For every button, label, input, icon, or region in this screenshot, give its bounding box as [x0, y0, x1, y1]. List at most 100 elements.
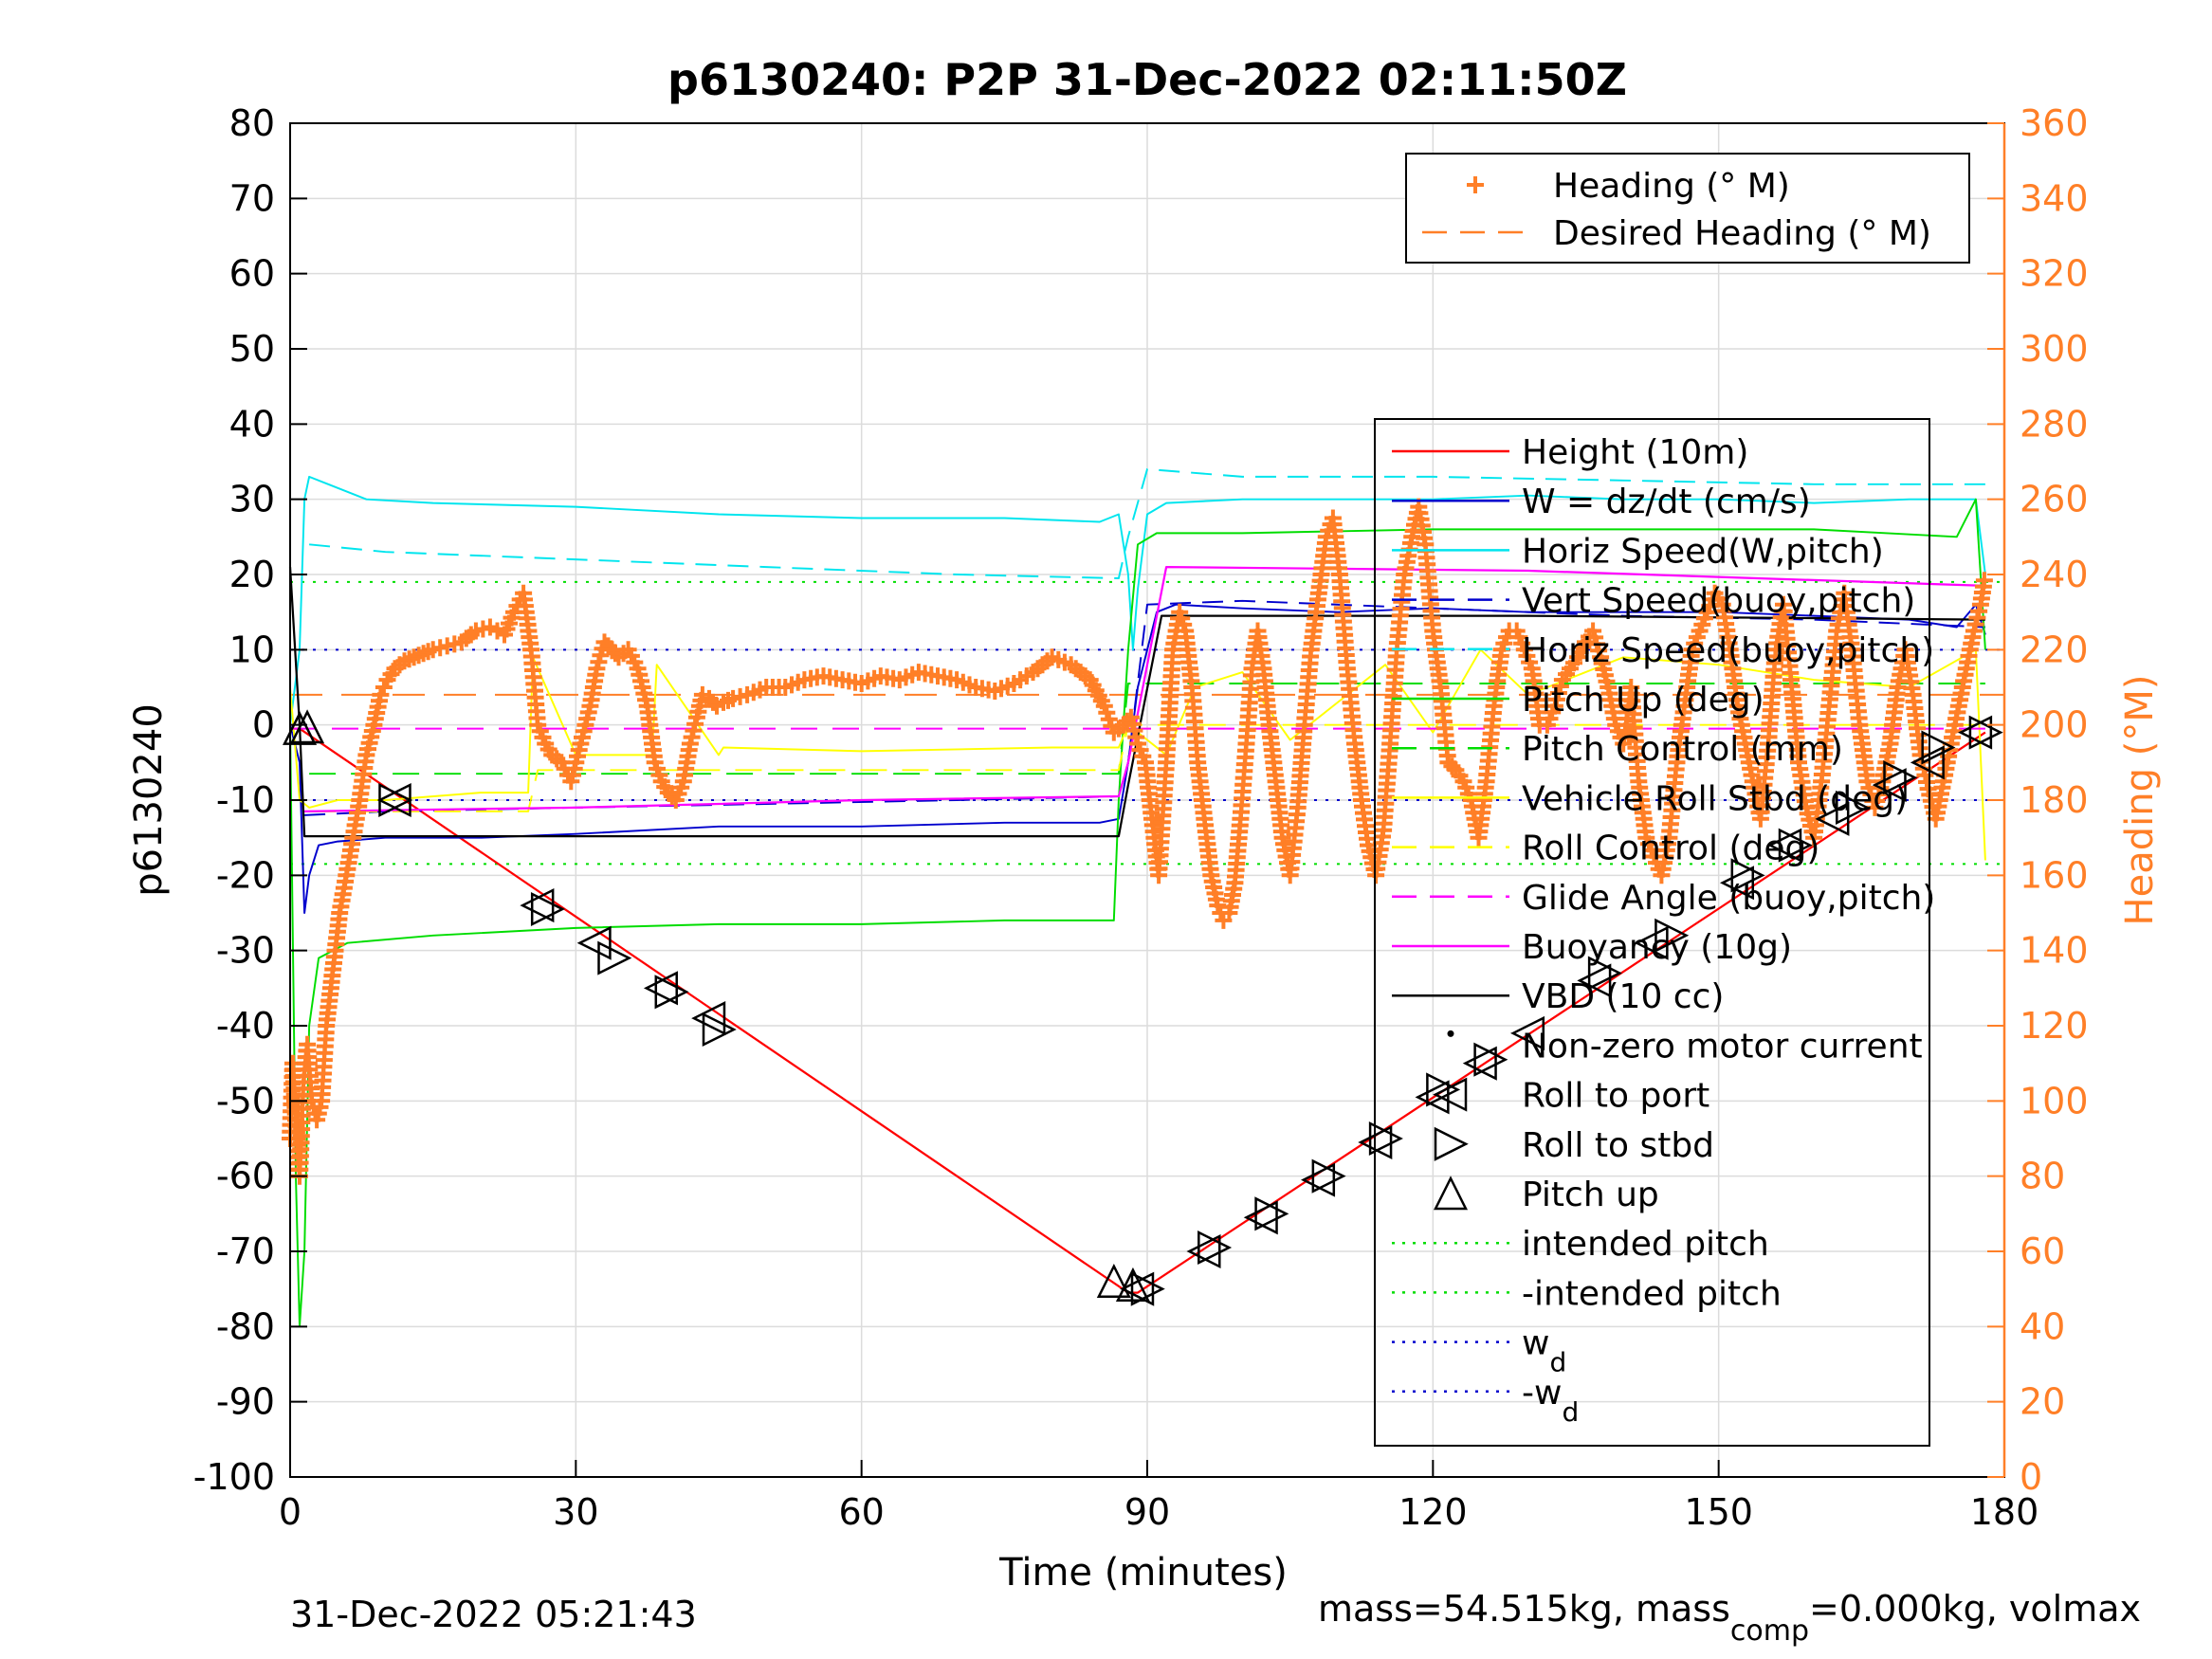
y-right-tick-label: 160 [2020, 854, 2089, 896]
roll-to-stbd-marker [1473, 1042, 1508, 1077]
series-line [289, 498, 1986, 1328]
roll-to-port-marker [1634, 925, 1669, 960]
heading-point [1975, 572, 1993, 590]
chart-title: p6130240: P2P 31-Dec-2022 02:11:50Z [667, 54, 1627, 105]
legend-label: Pitch up [1522, 1176, 1659, 1214]
legend-label: Non-zero motor current [1522, 1027, 1923, 1066]
pitch-up-marker [1115, 1267, 1150, 1302]
y-right-tick-label: 100 [2020, 1080, 2089, 1121]
y-tick-label: 10 [229, 629, 275, 670]
y-tick-label: -40 [216, 1005, 275, 1047]
roll-to-port-marker [1872, 768, 1907, 803]
y-axis-right-ticks: 3603403203002802602402202001801601401201… [1987, 102, 2089, 1498]
legend-label: Roll to stbd [1522, 1126, 1714, 1165]
legend-label: Heading (° M) [1553, 167, 1790, 206]
y-tick-label: -20 [216, 854, 275, 896]
y-axis-label: p6130240 [127, 703, 171, 897]
y-tick-label: -100 [193, 1456, 275, 1498]
legend-label: -wd [1522, 1374, 1579, 1428]
y-right-tick-label: 180 [2020, 779, 2089, 821]
legend-label: Roll Control (deg) [1522, 830, 1819, 868]
y-tick-label: 0 [252, 704, 275, 746]
x-tick-label: 60 [838, 1491, 884, 1533]
x-tick-label: 0 [279, 1491, 302, 1533]
series-line [304, 565, 1985, 813]
legend-label: VBD (10 cc) [1522, 977, 1724, 1016]
roll-to-port-marker [1509, 1015, 1545, 1050]
y-right-tick-label: 320 [2020, 253, 2089, 295]
roll-to-stbd-marker [1968, 715, 2003, 750]
x-tick-label: 30 [553, 1491, 598, 1533]
series-line [289, 475, 1986, 725]
roll-to-stbd-marker [1730, 858, 1765, 893]
legend-label: Roll to port [1522, 1077, 1709, 1116]
roll-to-port-marker [1910, 745, 1945, 780]
y-tick-label: -60 [216, 1156, 275, 1197]
reference-lines [290, 580, 2004, 866]
roll-to-stbd-marker [654, 975, 689, 1010]
y-right-tick-label: 300 [2020, 328, 2089, 370]
x-tick-label: 120 [1398, 1491, 1468, 1533]
legend-label: Vehicle Roll Stbd (deg) [1522, 779, 1908, 818]
y-axis-ticks: 80 70 60 50 40 30 20 10 0 -10 -20 -30 -40 -50 -60 -70 -8… [193, 102, 307, 1498]
roll-to-stbd-marker [378, 782, 413, 818]
series-line [309, 723, 1985, 812]
legend-label: Buoyancy (10g) [1522, 928, 1792, 967]
legend-label: Vert Speed(buoy,pitch) [1522, 582, 1915, 621]
y-tick-label: 50 [229, 328, 275, 370]
roll-to-stbd-marker [1254, 1196, 1289, 1231]
roll-to-stbd-marker [1587, 956, 1622, 991]
roll-to-stbd-marker [1368, 1121, 1403, 1157]
roll-to-stbd-marker [530, 892, 565, 927]
legend-swatch [1447, 1030, 1454, 1037]
legend-swatch [1467, 176, 1484, 193]
legend-label: Height (10m) [1522, 433, 1748, 472]
roll-to-stbd-marker [1197, 1231, 1233, 1266]
x-tick-label: 90 [1124, 1491, 1170, 1533]
legend-label: Horiz Speed(buoy,pitch) [1522, 631, 1934, 670]
y-right-tick-label: 200 [2020, 704, 2089, 746]
y-tick-label: 80 [229, 102, 275, 144]
y-right-tick-label: 120 [2020, 1005, 2089, 1047]
legend-label: Pitch Up (deg) [1522, 681, 1764, 720]
roll-to-port-marker [1577, 963, 1612, 998]
roll-to-stbd-marker [1883, 760, 1918, 795]
roll-to-stbd-marker [1836, 790, 1871, 825]
y-tick-label: 20 [229, 554, 275, 595]
y-right-tick-label: 240 [2020, 554, 2089, 595]
y-tick-label: 30 [229, 479, 275, 520]
x-tick-label: 180 [1970, 1491, 2039, 1533]
y-right-tick-label: 80 [2020, 1156, 2065, 1197]
y-right-tick-label: 140 [2020, 930, 2089, 972]
y-right-tick-label: 20 [2020, 1381, 2065, 1423]
legend-label: Horiz Speed(W,pitch) [1522, 532, 1884, 571]
x-tick-label: 150 [1684, 1491, 1753, 1533]
legend-main: Height (10m) W = dz/dt (cm/s) Horiz Speed(… [1374, 418, 1935, 1447]
legend-label: Pitch Control (mm) [1522, 730, 1843, 769]
legend-swatch [1434, 1126, 1469, 1161]
roll-to-port-marker [1719, 866, 1755, 901]
footer-timestamp: 31-Dec-2022 05:21:43 [290, 1594, 697, 1635]
roll-to-stbd-marker [1654, 918, 1690, 953]
y-tick-label: -50 [216, 1080, 275, 1121]
y-tick-label: -90 [216, 1381, 275, 1423]
y-right-tick-label: 60 [2020, 1231, 2065, 1272]
y-tick-label: -30 [216, 930, 275, 972]
x-axis-ticks: 0 30 60 90 120 150 180 [279, 1460, 2038, 1533]
series-line [309, 467, 1985, 579]
y-tick-label: -70 [216, 1231, 275, 1272]
legend-label: Desired Heading (° M) [1553, 214, 1931, 253]
roll-to-port-marker [576, 925, 612, 960]
legend-swatch [1433, 1176, 1469, 1211]
footer-mass: mass=54.515kg, masscomp=0.000kg, volmax [1318, 1588, 2141, 1648]
y-right-tick-label: 340 [2020, 177, 2089, 219]
y-right-tick-label: 0 [2020, 1456, 2042, 1498]
y-tick-label: 40 [229, 403, 275, 445]
y-right-tick-label: 280 [2020, 403, 2089, 445]
x-axis-label: Time (minutes) [998, 1551, 1288, 1595]
y-tick-label: 70 [229, 177, 275, 219]
legend-heading: Heading (° M) Desired Heading (° M) [1405, 153, 1970, 264]
y-tick-label: -10 [216, 779, 275, 821]
roll-to-stbd-marker [1778, 828, 1813, 863]
